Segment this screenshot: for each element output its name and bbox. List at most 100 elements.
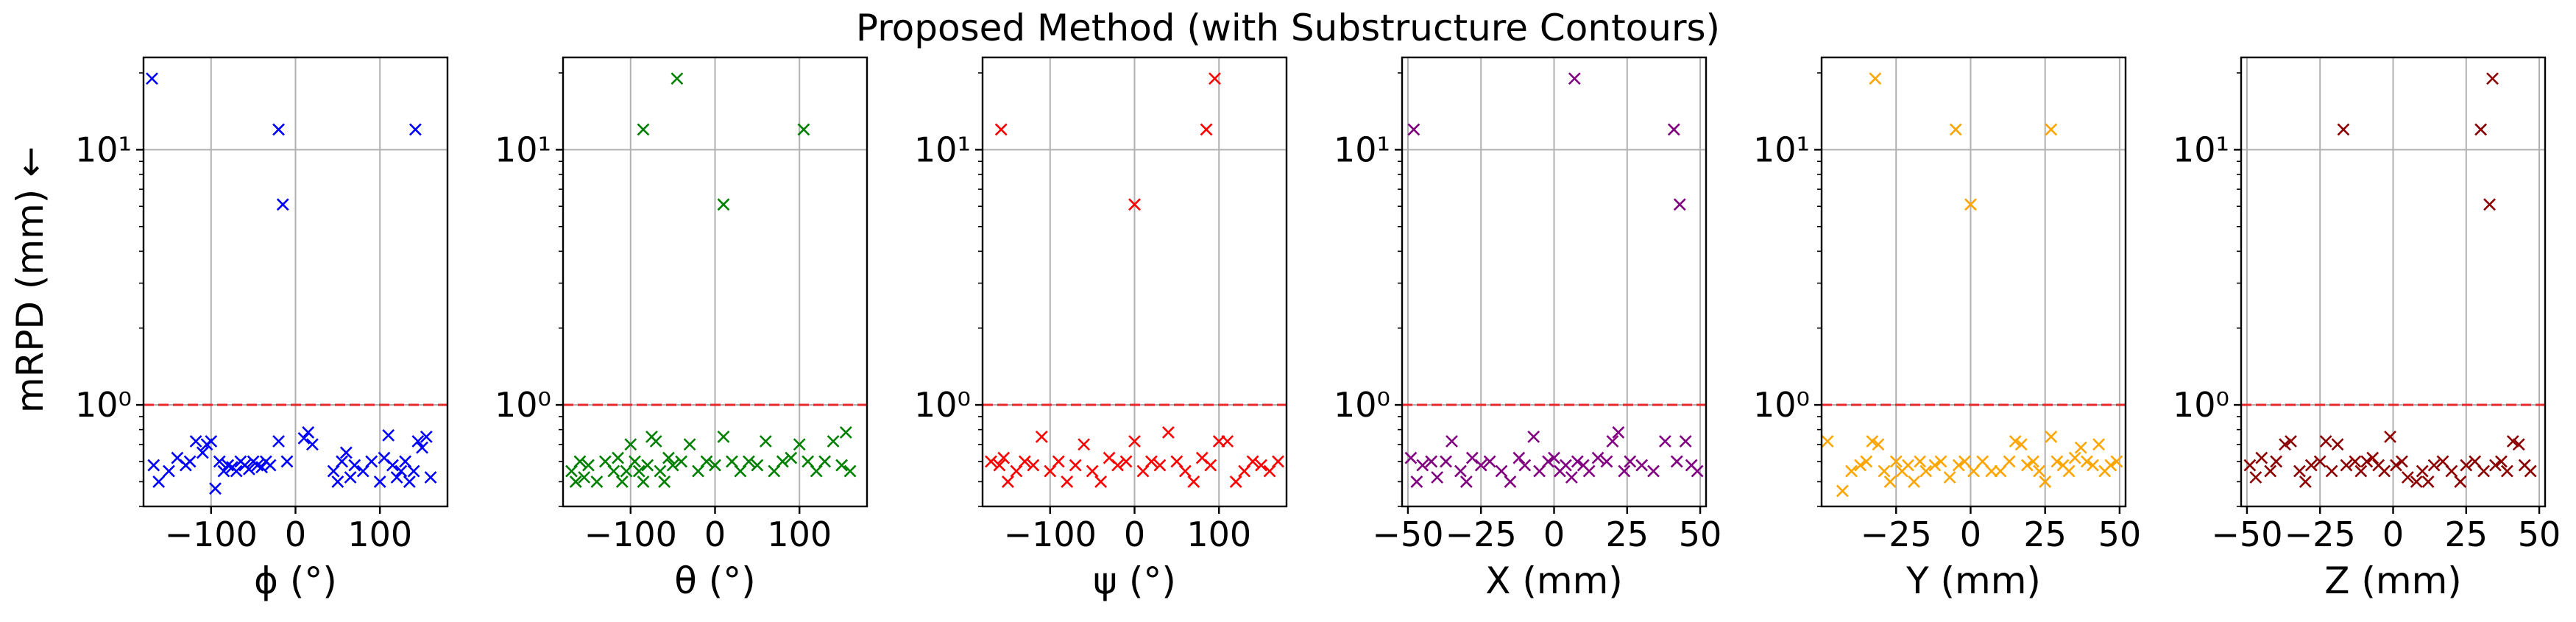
data-point <box>670 72 684 85</box>
data-point <box>1209 72 1221 85</box>
data-point <box>2340 459 2353 472</box>
data-point <box>1667 123 1680 136</box>
data-point <box>2331 438 2344 451</box>
x-tick-label: 0 <box>704 515 726 554</box>
data-point <box>152 475 166 488</box>
data-point <box>1187 475 1200 488</box>
data-point <box>1052 455 1065 468</box>
data-point <box>146 72 158 85</box>
data-point <box>408 123 422 136</box>
data-point <box>700 455 713 468</box>
data-point <box>344 471 357 484</box>
data-point <box>993 459 1006 472</box>
data-point <box>776 455 789 468</box>
data-point <box>1866 435 1879 448</box>
data-point <box>2039 475 2052 488</box>
x-tick-label: 25 <box>2023 515 2067 554</box>
data-point <box>162 464 175 478</box>
data-point <box>1425 455 1438 468</box>
data-point <box>1474 459 1487 472</box>
data-point <box>2104 459 2117 472</box>
data-point <box>1119 455 1133 468</box>
data-point <box>2495 455 2508 468</box>
data-point <box>997 451 1011 464</box>
data-point <box>2009 435 2022 448</box>
data-point <box>1976 455 1989 468</box>
data-point <box>827 435 840 448</box>
y-tick-label: 10¹ <box>1753 130 1810 169</box>
data-point <box>1548 451 1560 464</box>
data-point <box>1919 464 1933 478</box>
axes-frame <box>562 56 868 508</box>
data-point <box>365 455 378 468</box>
data-point <box>1934 455 1947 468</box>
data-point <box>1410 475 1423 488</box>
data-point <box>2445 464 2458 478</box>
data-point <box>578 471 591 484</box>
data-point <box>213 455 226 468</box>
data-point <box>1872 438 1885 451</box>
data-point <box>751 459 764 472</box>
data-point <box>147 459 160 472</box>
data-point <box>386 459 399 472</box>
data-point <box>2020 459 2034 472</box>
data-point <box>2483 198 2496 211</box>
data-point <box>759 435 772 448</box>
data-point <box>183 455 197 468</box>
data-point <box>569 475 582 488</box>
data-point <box>1495 464 1508 478</box>
data-point <box>209 482 222 495</box>
data-point <box>2378 464 2391 478</box>
data-point <box>2469 455 2482 468</box>
data-point <box>2027 455 2039 468</box>
data-point <box>2366 451 2379 464</box>
data-point <box>1459 475 1473 488</box>
data-point <box>2416 464 2429 478</box>
data-point <box>2074 441 2087 454</box>
data-point <box>276 198 289 211</box>
data-point <box>2436 455 2449 468</box>
x-tick-label: −50 <box>1372 515 1443 554</box>
data-point <box>1518 459 1532 472</box>
data-point <box>2410 475 2423 488</box>
data-point <box>1246 455 1259 468</box>
data-point <box>2360 455 2374 468</box>
panel-psi: −100 0 100 10⁰ 10¹ ψ (°) <box>914 56 1288 602</box>
data-point <box>843 464 857 478</box>
data-point <box>1565 471 1578 484</box>
x-tick-label: −100 <box>584 515 677 554</box>
data-point <box>1673 198 1686 211</box>
data-point <box>1542 455 1554 468</box>
y-tick-label: 10⁰ <box>914 385 971 425</box>
data-point <box>416 441 429 454</box>
data-point <box>297 431 311 445</box>
data-point <box>263 459 277 472</box>
data-point <box>1618 464 1631 478</box>
data-point <box>1908 475 1920 488</box>
data-point <box>2050 455 2064 468</box>
data-point <box>2354 464 2368 478</box>
data-point <box>1967 464 1980 478</box>
data-point <box>994 123 1008 136</box>
data-point <box>649 435 662 448</box>
data-point <box>629 455 641 468</box>
data-point <box>1869 72 1882 85</box>
data-point <box>2068 451 2081 464</box>
data-point <box>302 426 315 439</box>
panel-phi: −100 0 100 10⁰ 10¹ ϕ (°) <box>75 56 449 602</box>
y-tick-label: 10¹ <box>75 130 132 169</box>
data-point <box>1571 455 1584 468</box>
x-tick-label: 50 <box>1679 515 1722 554</box>
data-point <box>2033 464 2045 478</box>
data-point <box>1407 123 1420 136</box>
data-point <box>2003 455 2016 468</box>
data-point <box>612 451 624 464</box>
data-point <box>1836 484 1849 498</box>
data-point <box>1928 459 1942 472</box>
data-point <box>709 459 721 472</box>
data-point <box>1658 435 1671 448</box>
axes-frame <box>1401 56 1708 508</box>
x-tick-label: −25 <box>1446 515 1517 554</box>
data-point <box>1094 475 1108 488</box>
